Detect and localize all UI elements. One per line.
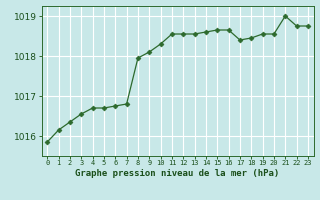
X-axis label: Graphe pression niveau de la mer (hPa): Graphe pression niveau de la mer (hPa) xyxy=(76,169,280,178)
